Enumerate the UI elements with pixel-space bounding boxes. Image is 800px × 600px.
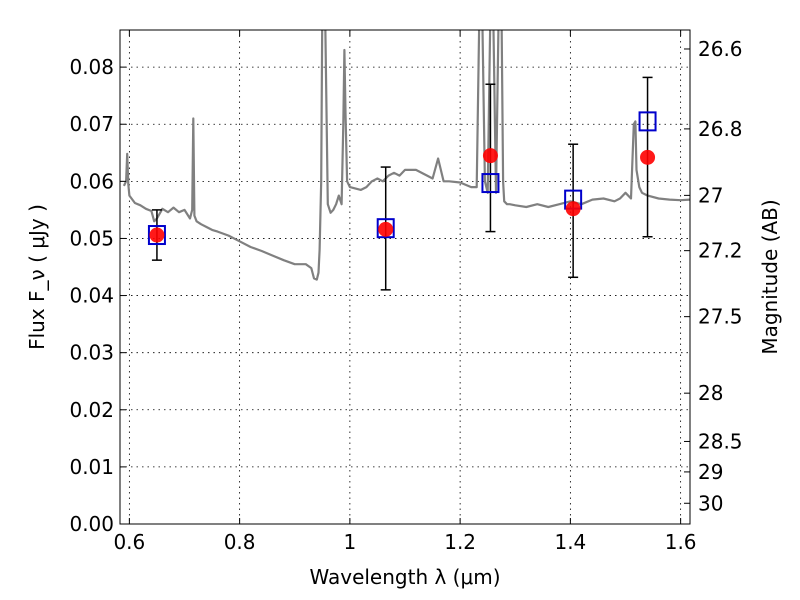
y-tick-label: 0.01 xyxy=(69,455,114,479)
y-tick-label: 0.06 xyxy=(69,169,114,193)
x-tick-label: 1.6 xyxy=(665,530,697,554)
y-axis-label: Flux F_ν ( μJy ) xyxy=(25,204,49,350)
y2-tick-label: 26.6 xyxy=(698,37,743,61)
y-tick-label: 0.05 xyxy=(69,226,114,250)
y2-tick-label: 28 xyxy=(698,381,723,405)
y-tick-label: 0.00 xyxy=(69,512,114,536)
x-tick-label: 1.4 xyxy=(554,530,586,554)
x-tick-label: 0.6 xyxy=(113,530,145,554)
y2-tick-label: 30 xyxy=(698,491,723,515)
y2-tick-label: 27.2 xyxy=(698,239,743,263)
axis-layer: 0.6 0.8 1 1.2 1.4 1.6 0.00 0.01 0.02 0.03 0.04 0.05… xyxy=(69,30,743,554)
y2-tick-label: 27.5 xyxy=(698,305,743,329)
x-tick-label: 0.8 xyxy=(224,530,256,554)
y-tick-label: 0.08 xyxy=(69,55,114,79)
y2-axis-label: Magnitude (AB) xyxy=(758,199,782,354)
observed-circle-marker xyxy=(640,149,656,165)
y-tick-label: 0.02 xyxy=(69,398,114,422)
data-layer xyxy=(122,30,690,281)
grid-layer xyxy=(120,30,690,525)
y2-tick-label: 27 xyxy=(698,183,723,207)
model-square-marker xyxy=(638,111,657,132)
observed-circle-marker xyxy=(149,227,165,243)
y2-tick-label: 29 xyxy=(698,460,723,484)
x-axis-label: Wavelength λ (μm) xyxy=(309,565,500,589)
y2-tick-label: 26.8 xyxy=(698,117,743,141)
observed-circle-marker xyxy=(482,148,498,164)
y-tick-label: 0.07 xyxy=(69,112,114,136)
spectrum-line xyxy=(122,30,690,281)
y-tick-label: 0.04 xyxy=(69,284,114,308)
observed-circle-marker xyxy=(378,221,394,237)
x-tick-label: 1 xyxy=(344,530,357,554)
model-square-marker xyxy=(481,173,500,194)
plot-frame xyxy=(119,29,691,525)
model-square-marker xyxy=(147,225,166,246)
y-tick-label: 0.03 xyxy=(69,341,114,365)
model-square-marker xyxy=(376,218,395,239)
marker-layer xyxy=(147,76,657,291)
x-tick-label: 1.2 xyxy=(444,530,476,554)
y2-tick-label: 28.5 xyxy=(698,429,743,453)
observed-circle-marker xyxy=(565,201,581,217)
